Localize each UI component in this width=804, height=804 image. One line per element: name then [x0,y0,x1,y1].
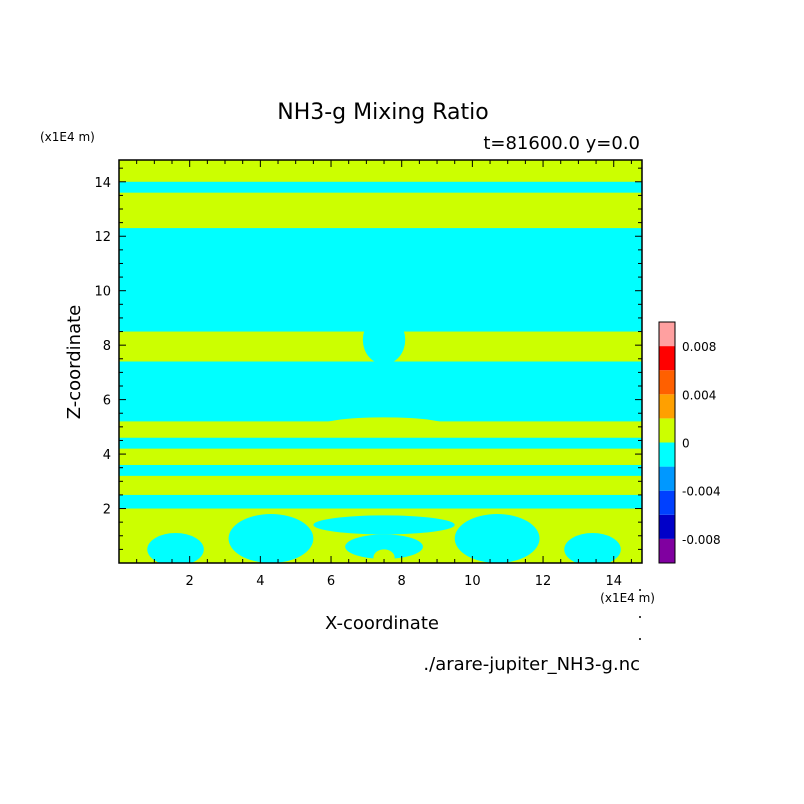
x-tick-label: 2 [186,574,194,589]
y-tick-label: 8 [103,339,111,354]
y-axis-label: Z-coordinate [64,305,85,420]
y-tick-label: 12 [94,230,111,245]
field-blob-cyan-1 [429,228,452,245]
colorbar-frame [658,321,676,564]
y-tick-label: 2 [103,503,111,518]
y-axis: 2 4 6 8 10 12 14 [94,167,642,550]
x-tick-label: 6 [327,574,335,589]
colorbar-swatch [659,514,675,539]
colorbar-tick-label: 0.004 [682,388,716,402]
x-tick-label: 14 [605,574,622,589]
y-unit-label: (x1E4 m) [40,130,95,144]
colorbar-swatch [659,370,675,395]
field-band-1 [119,192,642,229]
colorbar-swatch [659,490,675,515]
y-tick-label: 10 [94,285,111,300]
field-band-5 [119,475,642,495]
field-blob-cyan-7 [228,513,314,563]
x-axis: 2 4 6 8 10 12 14 [136,160,632,589]
field-blob-cyan-8 [454,513,540,563]
y-tick-label: 6 [103,394,111,409]
chart-title: NH3-g Mixing Ratio [277,100,489,125]
field-blob-cyan-0 [316,228,339,245]
colorbar-swatch [659,346,675,371]
colorbar-tick-label: 0 [682,437,690,451]
field-blob-cyan-6 [345,534,423,559]
field-blob-cyan-5 [313,515,455,535]
x-tick-label: 10 [464,574,481,589]
colorbar-swatch [659,466,675,491]
colorbar-swatch [659,394,675,419]
colorbar-swatch [659,322,675,347]
colorbar-tick-label: -0.004 [682,485,721,499]
chart-subtitle: t=81600.0 y=0.0 [483,133,640,154]
decorative-dots [639,589,641,640]
y-tick-label: 4 [103,448,111,463]
y-tick-label: 14 [94,176,111,191]
colorbar-tick-label: -0.008 [682,533,721,547]
field-blob-cyan-10 [564,533,621,563]
colorbar-swatch [659,538,675,563]
file-name: ./arare-jupiter_NH3-g.nc [423,654,640,675]
field-band-4 [119,448,642,465]
field-blob-cyan-4 [362,315,406,365]
x-axis-label: X-coordinate [325,613,439,634]
field-band-0 [119,160,642,182]
field-blob-cyan-3 [481,232,492,241]
field-blob-yellow-1 [373,549,395,563]
colorbar-tick-label: 0.008 [682,340,716,354]
field-blob-cyan-9 [147,533,204,563]
heatmap-field [119,160,642,563]
colorbar: 0.008 0.004 0 -0.004 -0.008 [658,321,721,564]
x-tick-label: 8 [398,574,406,589]
x-unit-label: (x1E4 m) [600,591,655,605]
x-tick-label: 12 [535,574,552,589]
colorbar-swatch [659,418,675,443]
field-blob-yellow-0 [316,417,452,437]
colorbar-swatch [659,442,675,467]
plot-frame [118,159,643,564]
x-tick-label: 4 [256,574,264,589]
field-blob-cyan-2 [276,232,287,241]
